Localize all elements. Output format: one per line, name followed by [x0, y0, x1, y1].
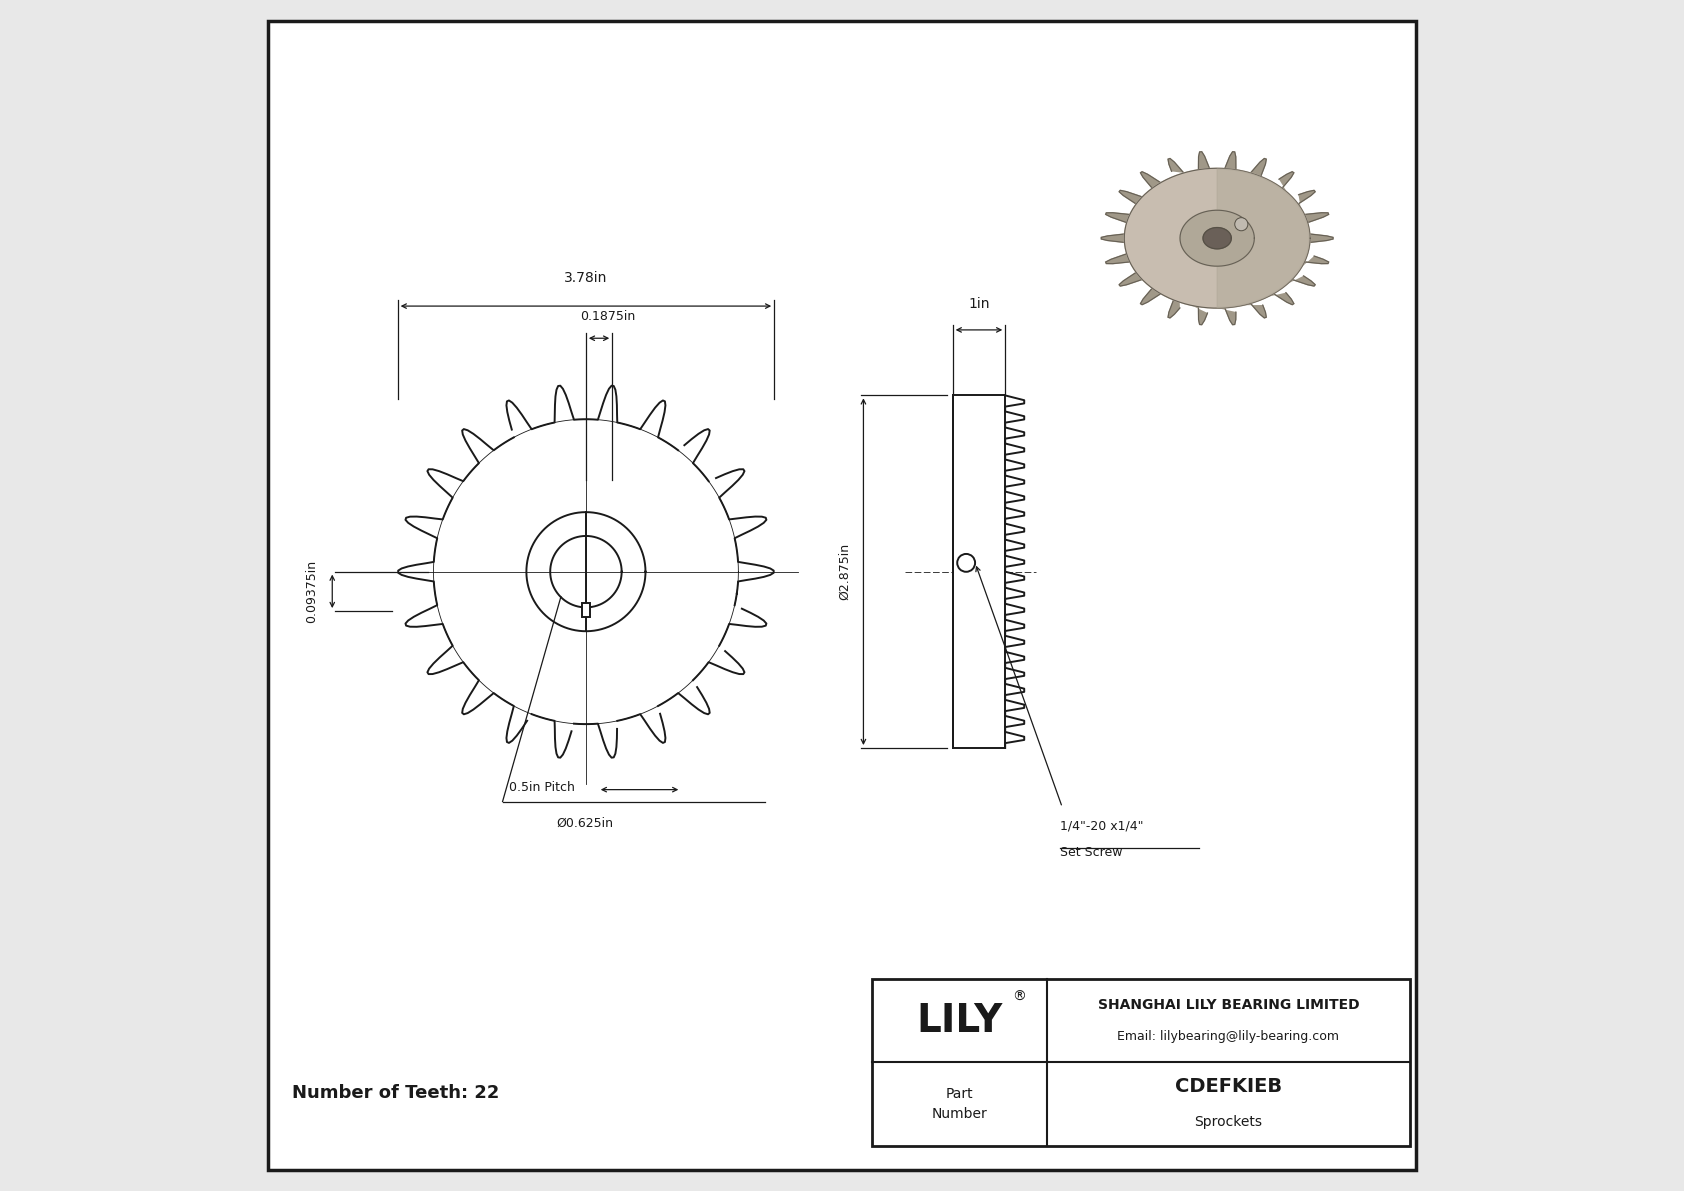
Bar	[581, 603, 589, 617]
Text: ®: ®	[1012, 990, 1026, 1004]
Polygon shape	[1218, 169, 1308, 307]
Text: 1/4"-20 x1/4": 1/4"-20 x1/4"	[1059, 819, 1143, 833]
Text: Part
Number: Part Number	[931, 1086, 987, 1122]
Text: 1in: 1in	[968, 297, 990, 311]
Text: Ø0.625in: Ø0.625in	[556, 817, 613, 830]
Bar	[872, 979, 1410, 1146]
Text: Email: lilybearing@lily-bearing.com: Email: lilybearing@lily-bearing.com	[1118, 1030, 1339, 1042]
Polygon shape	[1125, 168, 1310, 308]
Text: 0.5in Pitch: 0.5in Pitch	[509, 781, 574, 793]
Polygon shape	[1202, 227, 1231, 249]
Circle shape	[1234, 218, 1248, 231]
Text: Ø2.875in: Ø2.875in	[839, 543, 852, 600]
Text: SHANGHAI LILY BEARING LIMITED: SHANGHAI LILY BEARING LIMITED	[1098, 998, 1359, 1012]
FancyBboxPatch shape	[268, 21, 1416, 1170]
Text: CDEFKIEB: CDEFKIEB	[1175, 1077, 1282, 1096]
Text: LILY: LILY	[916, 1002, 1002, 1040]
Text: Set Screw: Set Screw	[1059, 846, 1123, 859]
Bar	[953, 395, 1005, 748]
Text: 3.78in: 3.78in	[564, 270, 608, 285]
Text: 0.09375in: 0.09375in	[305, 560, 318, 623]
Polygon shape	[1180, 211, 1255, 266]
Text: 0.1875in: 0.1875in	[579, 310, 635, 323]
Circle shape	[957, 554, 975, 572]
Text: Number of Teeth: 22: Number of Teeth: 22	[291, 1084, 498, 1103]
Text: Sprockets: Sprockets	[1194, 1115, 1263, 1129]
